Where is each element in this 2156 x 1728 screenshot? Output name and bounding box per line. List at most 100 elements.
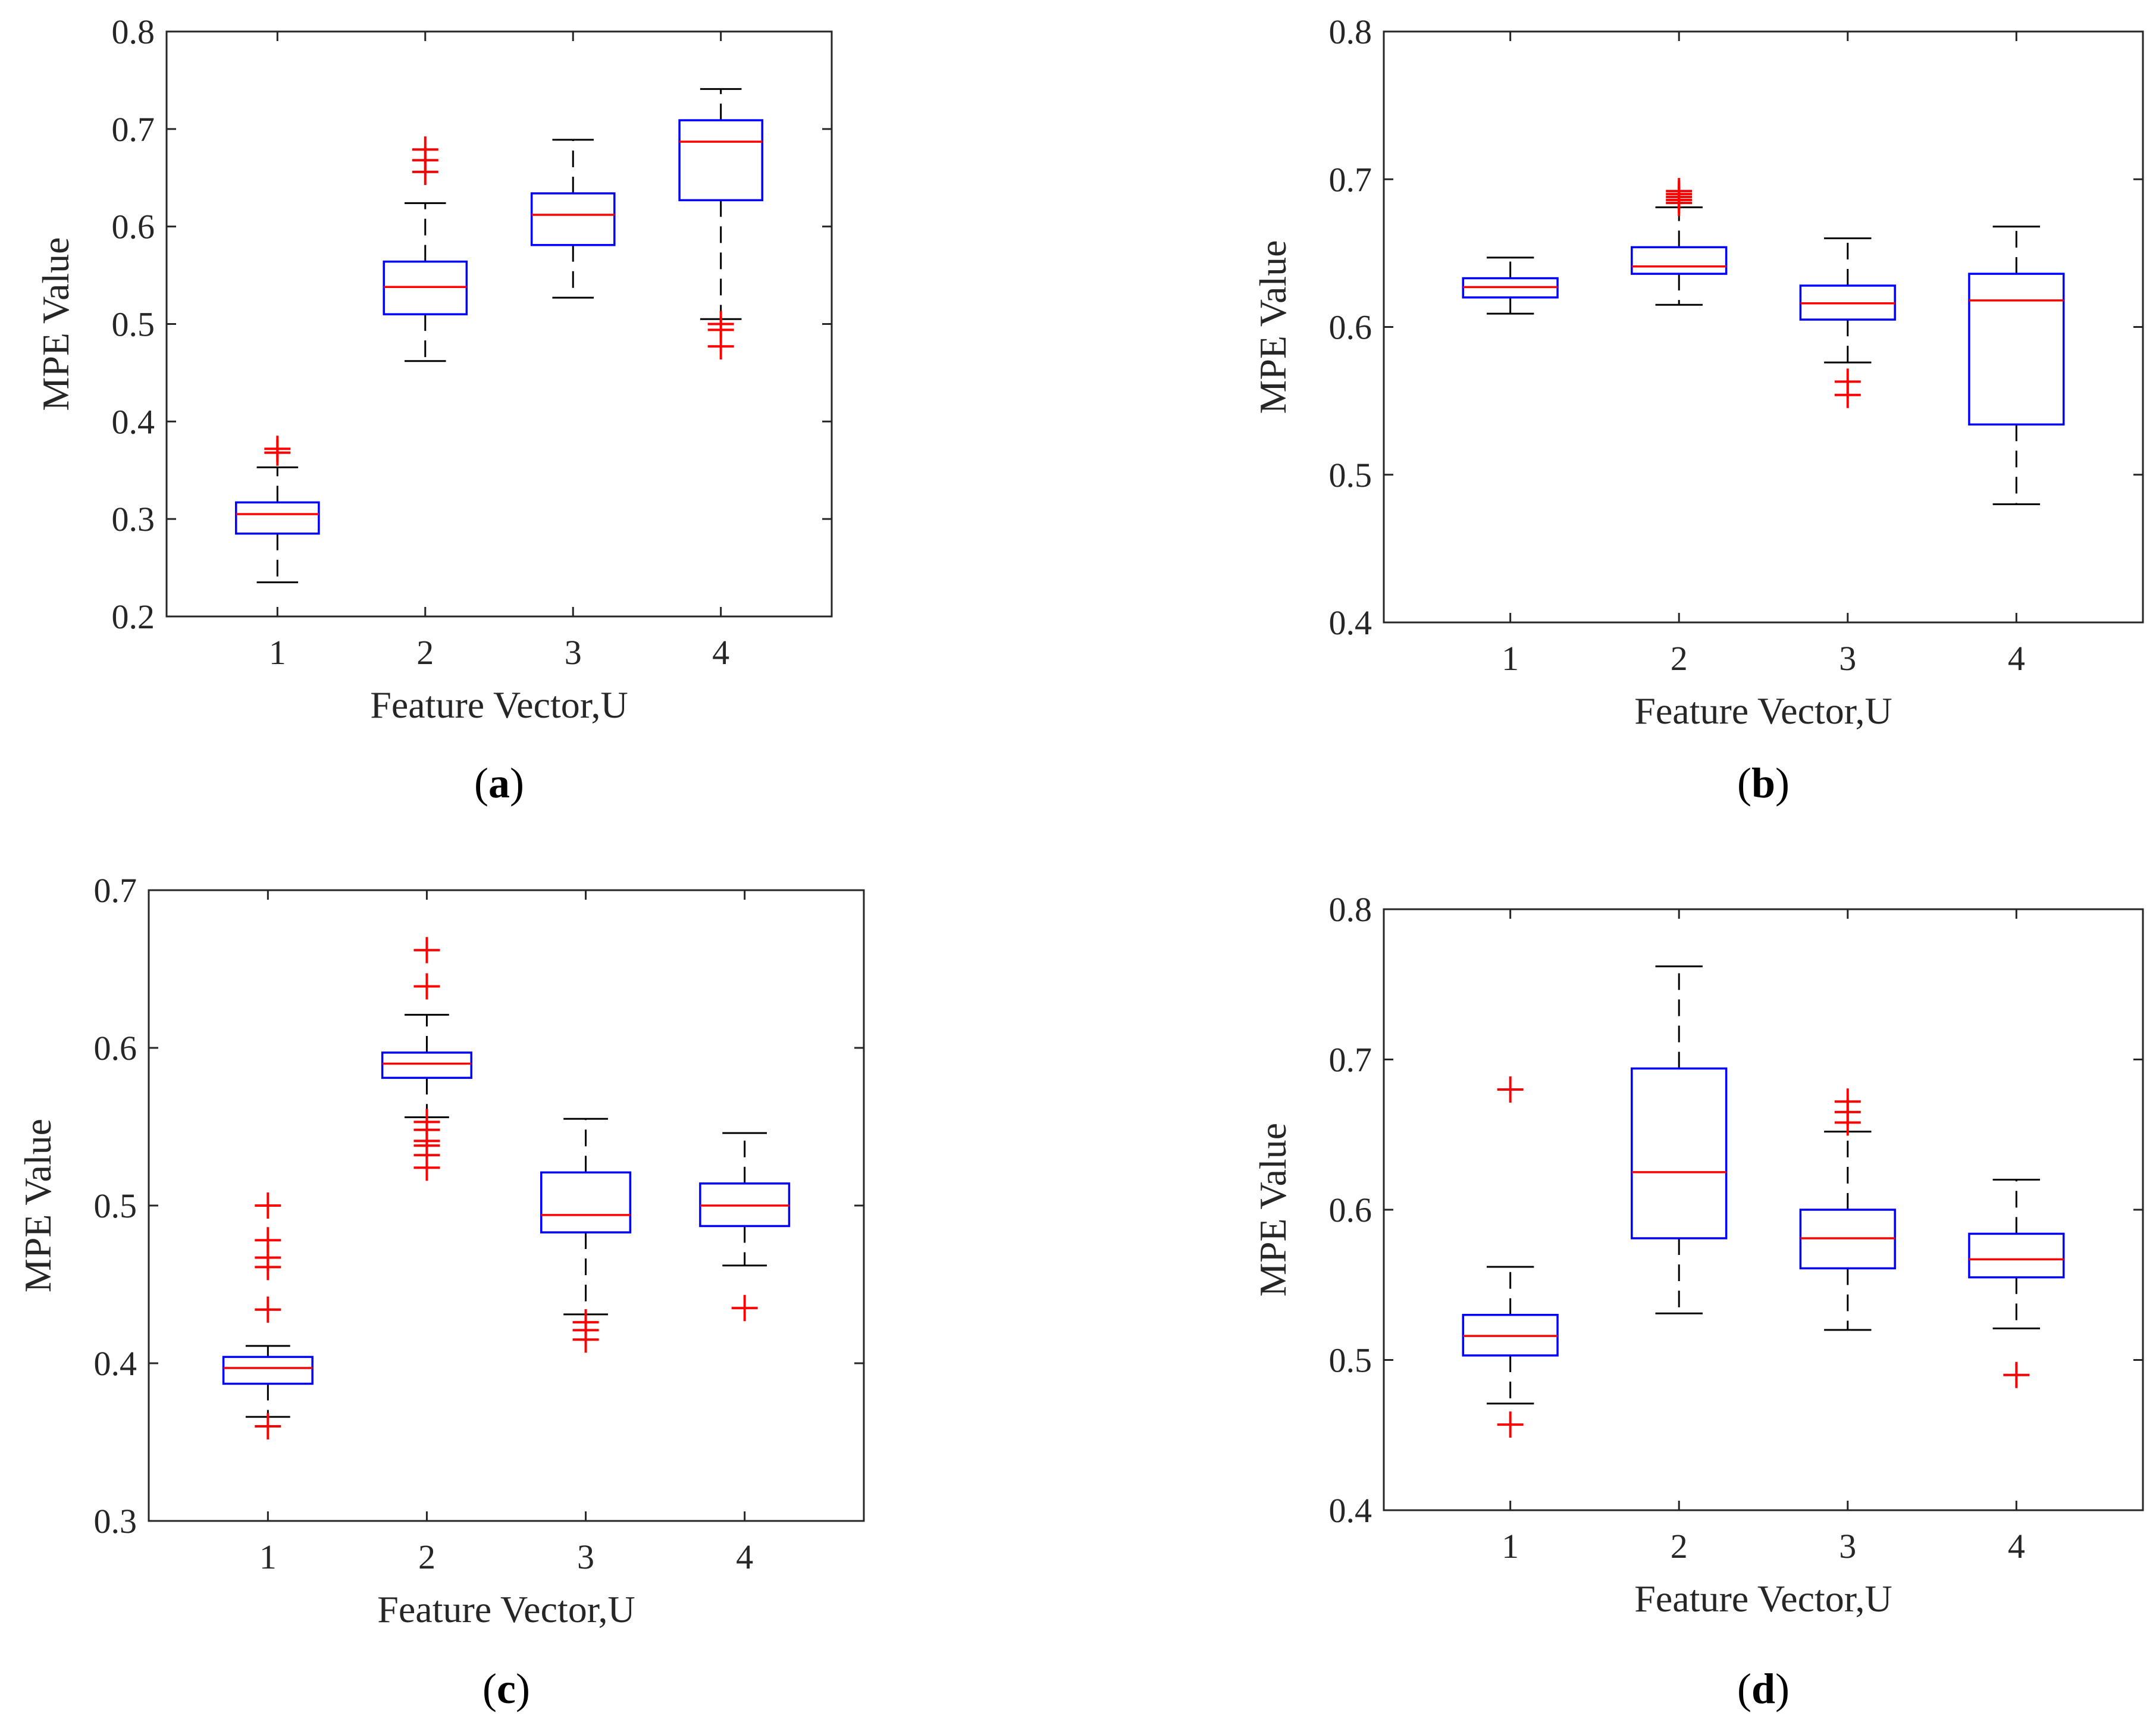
- panel-label-paren-close: ): [1775, 1665, 1790, 1713]
- y-tick-label: 0.4: [112, 402, 155, 441]
- iqr-box: [540, 1171, 632, 1234]
- chart-panel-1: 0.2 0.3 0.4 0.5 0.6 0.7 0.8 1 2 3 4 Feature Vector,…: [35, 12, 833, 807]
- box-plot-3: [530, 139, 616, 299]
- box-plot-4: [678, 88, 763, 360]
- outlier-marker: [412, 136, 438, 163]
- panel-label-letter: c: [497, 1665, 516, 1713]
- y-tick-label: 0.6: [94, 1029, 137, 1068]
- chart-panel-3: 0.3 0.4 0.5 0.6 0.7 1 2 3 4 Feature Vector,U MPE V…: [17, 871, 865, 1713]
- panel-label-letter: a: [488, 759, 510, 807]
- y-tick-label: 0.8: [112, 12, 155, 51]
- x-tick-label: 1: [269, 633, 286, 672]
- x-tick-label: 4: [2008, 1527, 2025, 1566]
- box-plot-1: [235, 436, 320, 584]
- outlier-marker: [731, 1295, 758, 1322]
- box-plot-4: [699, 1132, 791, 1322]
- iqr-box: [678, 119, 763, 202]
- y-tick-label: 0.3: [94, 1502, 137, 1541]
- box-plot-4: [1968, 1179, 2065, 1388]
- y-tick-label: 0.4: [1329, 1491, 1372, 1530]
- outlier-marker: [255, 1192, 281, 1219]
- x-tick-label: 3: [1839, 639, 1856, 678]
- chart-panel-4: 0.4 0.5 0.6 0.7 0.8 1 2 3 4 Feature Vector,U MPE V…: [1252, 890, 2144, 1713]
- outlier-marker: [1497, 1076, 1524, 1103]
- iqr-box: [1968, 1232, 2065, 1279]
- y-tick-label: 0.7: [112, 110, 155, 149]
- panel-label-letter: b: [1751, 759, 1775, 807]
- panel-label-paren-close: ): [516, 1665, 530, 1713]
- box-plot-1: [1462, 1076, 1559, 1438]
- iqr-box: [235, 501, 320, 535]
- iqr-box: [530, 192, 616, 246]
- panels-group: 0.2 0.3 0.4 0.5 0.6 0.7 0.8 1 2 3 4 Feature Vector,…: [17, 12, 2144, 1713]
- x-tick-label: 4: [712, 633, 729, 672]
- box-plot-3: [540, 1117, 632, 1353]
- panel-label-paren-open: (: [1737, 1665, 1751, 1713]
- outlier-marker: [255, 1413, 281, 1439]
- x-tick-label: 2: [416, 633, 434, 672]
- panel-label-paren-open: (: [1737, 759, 1751, 807]
- x-tick-label: 1: [259, 1538, 277, 1576]
- x-axis-title: Feature Vector,U: [1634, 690, 1892, 732]
- iqr-box: [381, 1051, 472, 1079]
- panel-label: (b): [1737, 759, 1790, 807]
- y-tick-label: 0.6: [1329, 308, 1372, 347]
- outlier-marker: [707, 311, 734, 337]
- outlier-marker: [413, 1109, 440, 1135]
- box-plot-3: [1799, 237, 1896, 408]
- x-tick-label: 2: [418, 1538, 435, 1576]
- box-plot-3: [1799, 1088, 1896, 1331]
- outlier-marker: [255, 1227, 281, 1254]
- y-tick-label: 0.4: [94, 1344, 137, 1383]
- chart-panel-2: 0.4 0.5 0.6 0.7 0.8 1 2 3 4 Feature Vector,U MPE V…: [1252, 12, 2144, 807]
- outlier-marker: [1497, 1411, 1524, 1438]
- x-tick-label: 2: [1671, 639, 1688, 678]
- x-axis-title: Feature Vector,U: [377, 1588, 635, 1630]
- panel-label-paren-close: ): [1775, 759, 1790, 807]
- y-tick-label: 0.5: [1329, 1341, 1372, 1380]
- y-tick-label: 0.6: [1329, 1191, 1372, 1229]
- box-plot-1: [222, 1192, 314, 1439]
- box-plot-2: [381, 937, 472, 1181]
- x-axis-title: Feature Vector,U: [1634, 1577, 1892, 1620]
- outlier-marker: [1834, 1088, 1861, 1115]
- panel-label-paren-close: ): [510, 759, 524, 807]
- outlier-marker: [1834, 368, 1861, 395]
- outlier-marker: [413, 973, 440, 1000]
- outlier-marker: [1666, 178, 1693, 205]
- y-tick-label: 0.8: [1329, 12, 1372, 51]
- x-tick-label: 1: [1502, 639, 1519, 678]
- y-tick-label: 0.7: [1329, 1041, 1372, 1079]
- y-tick-label: 0.5: [94, 1187, 137, 1225]
- x-tick-label: 4: [736, 1538, 753, 1576]
- x-tick-label: 2: [1671, 1527, 1688, 1566]
- y-axis-title: MPE Value: [35, 237, 77, 411]
- x-axis-title: Feature Vector,U: [370, 684, 628, 726]
- panel-label-paren-open: (: [474, 759, 488, 807]
- iqr-box: [1631, 246, 1728, 275]
- outlier-marker: [2003, 1361, 2030, 1388]
- y-tick-label: 0.3: [112, 500, 155, 539]
- panel-label: (a): [474, 759, 524, 807]
- x-tick-label: 4: [2008, 639, 2025, 678]
- iqr-box: [1631, 1067, 1728, 1239]
- outlier-marker: [413, 937, 440, 963]
- x-tick-label: 3: [1839, 1527, 1856, 1566]
- iqr-box: [1968, 273, 2065, 426]
- y-tick-label: 0.7: [1329, 160, 1372, 199]
- panel-label-paren-open: (: [482, 1665, 497, 1713]
- x-tick-label: 3: [565, 633, 582, 672]
- iqr-box: [222, 1356, 314, 1385]
- box-plot-1: [1462, 256, 1559, 315]
- box-plot-4: [1968, 226, 2065, 505]
- x-tick-label: 3: [577, 1538, 594, 1576]
- y-axis-title: MPE Value: [1252, 240, 1294, 414]
- y-axis-title: MPE Value: [17, 1119, 59, 1292]
- y-tick-label: 0.4: [1329, 603, 1372, 642]
- y-tick-label: 0.6: [112, 208, 155, 246]
- x-tick-label: 1: [1502, 1527, 1519, 1566]
- y-tick-label: 0.7: [94, 871, 137, 910]
- outlier-marker: [572, 1309, 599, 1336]
- panel-label-letter: d: [1751, 1665, 1775, 1713]
